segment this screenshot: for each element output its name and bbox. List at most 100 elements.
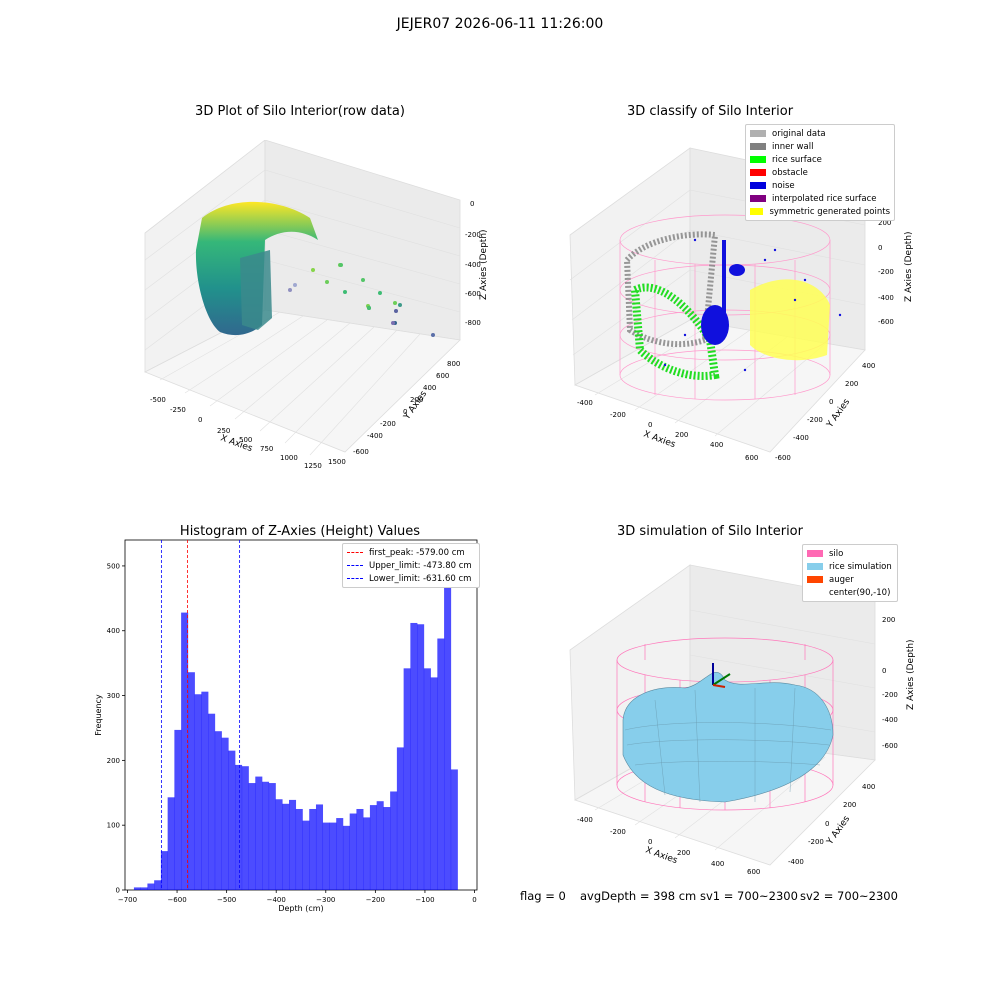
classify-silo-wireframe [619,214,831,401]
sim-ztick: -600 [882,742,898,750]
classify-xtick: -400 [577,399,593,407]
raw-xtick: 250 [217,427,230,435]
histogram-bar [268,783,276,890]
histogram-bar [167,797,175,890]
raw-ytick: 800 [447,360,460,368]
raw-ytick: 200 [410,396,423,404]
classify-legend: original data inner wall rice surface ob… [745,124,895,221]
classify-xtick: 400 [710,441,723,449]
legend-item: auger [807,573,893,586]
raw-back-pane [264,140,461,341]
raw-xtick: -250 [170,406,186,414]
histogram-bar [437,638,445,890]
histogram-xtick-label: −500 [217,896,236,904]
classify-ytick: -600 [775,454,791,462]
histogram-bar [410,622,418,890]
legend-line [347,565,363,566]
histogram-xtick-label: −400 [267,896,286,904]
legend-line [347,578,363,579]
legend-item: Upper_limit: -473.80 cm [347,559,475,572]
sim-zlabel: Z Axies (Depth) [906,639,916,710]
auger-marker [712,663,731,688]
legend-item: Lower_limit: -631.60 cm [347,572,475,585]
histogram-bar [302,820,310,890]
legend-swatch [807,563,823,570]
histogram-bar [390,791,398,890]
raw-zlabel: Z Axies (Depth) [479,229,489,300]
histogram-xtick-label: −700 [118,896,137,904]
classify-xtick: 0 [648,421,652,429]
histogram-bar [228,750,236,890]
histogram-xtick-label: −200 [366,896,385,904]
classify-xlabel: X Axies [642,429,677,450]
legend-swatch [807,550,823,557]
sim-ztick: 0 [882,667,886,675]
histogram-bar [450,769,458,890]
classify-xtick: 200 [675,431,688,439]
histogram-bar [423,668,431,890]
raw-ztick: -200 [465,231,481,239]
legend-item: symmetric generated points [750,205,890,218]
histogram-bar [194,694,202,890]
histogram-bar [309,808,317,890]
raw-ytick: -200 [380,420,396,428]
histogram-bar [235,764,243,890]
raw-ytick: 0 [403,408,407,416]
classify-symmetric-points [750,279,830,361]
sim-xtick: 600 [747,868,760,876]
rice-mesh [624,687,832,803]
histogram-ytick-label: 400 [107,627,120,635]
histogram-bar [275,799,283,890]
legend-item: silo [807,547,893,560]
simulation-plot-title: 3D simulation of Silo Interior [617,524,803,539]
sim-ytick: -400 [788,858,804,866]
sim-xlabel: X Axies [644,845,679,866]
classify-rice-surface [630,283,720,380]
histogram-ytick-label: 0 [116,887,120,895]
sim-ztick: -200 [882,691,898,699]
legend-item: noise [750,179,890,192]
histogram-bar [383,807,391,890]
classify-inner-wall [623,231,719,348]
histogram-chart: −700 −600 −500 −400 −300 −200 −100 0 0 100 200 300… [94,539,478,913]
histogram-xlabel: Depth (cm) [278,904,323,913]
raw-ylabel: Y Axies [402,389,430,422]
legend-swatch [807,589,823,596]
legend-swatch [807,576,823,583]
sim-ytick: 400 [862,783,875,791]
classify-zlabel: Z Axies (Depth) [904,231,914,302]
histogram-bar [329,822,337,890]
classify-xtick: -200 [610,411,626,419]
histogram-ylabel: Frequency [94,694,103,736]
classify-noise-points [663,238,842,372]
histogram-bar [255,776,263,890]
legend-line [347,552,363,553]
histogram-xtick-label: −600 [167,896,186,904]
sim-ytick: 200 [843,801,856,809]
histogram-bar [295,808,303,890]
classify-ztick: -400 [878,294,894,302]
histogram-bar [262,781,270,890]
sim-ytick: -200 [808,838,824,846]
histogram-bar [133,887,141,890]
histogram-bar [201,691,209,890]
legend-swatch [750,130,766,137]
legend-item: original data [750,127,890,140]
raw-ytick: -600 [353,448,369,456]
histogram-legend: first_peak: -579.00 cm Upper_limit: -473… [342,543,480,588]
histogram-ytick-label: 500 [107,562,120,570]
classify-ytick: 400 [862,362,875,370]
histogram-bar [349,813,357,890]
histogram-bar [342,825,350,890]
classify-ztick: 0 [878,244,882,252]
histogram-bar [363,817,371,890]
raw-ytick: 400 [423,384,436,392]
figure-title: JEJER07 2026-06-11 11:26:00 [396,16,604,32]
histogram-bar [356,808,364,890]
raw-xtick: -500 [150,396,166,404]
raw-ztick: -400 [465,261,481,269]
raw-ytick: -400 [367,432,383,440]
histogram-bar [140,887,148,890]
legend-item: first_peak: -579.00 cm [347,546,475,559]
raw-xtick: 750 [260,445,273,453]
